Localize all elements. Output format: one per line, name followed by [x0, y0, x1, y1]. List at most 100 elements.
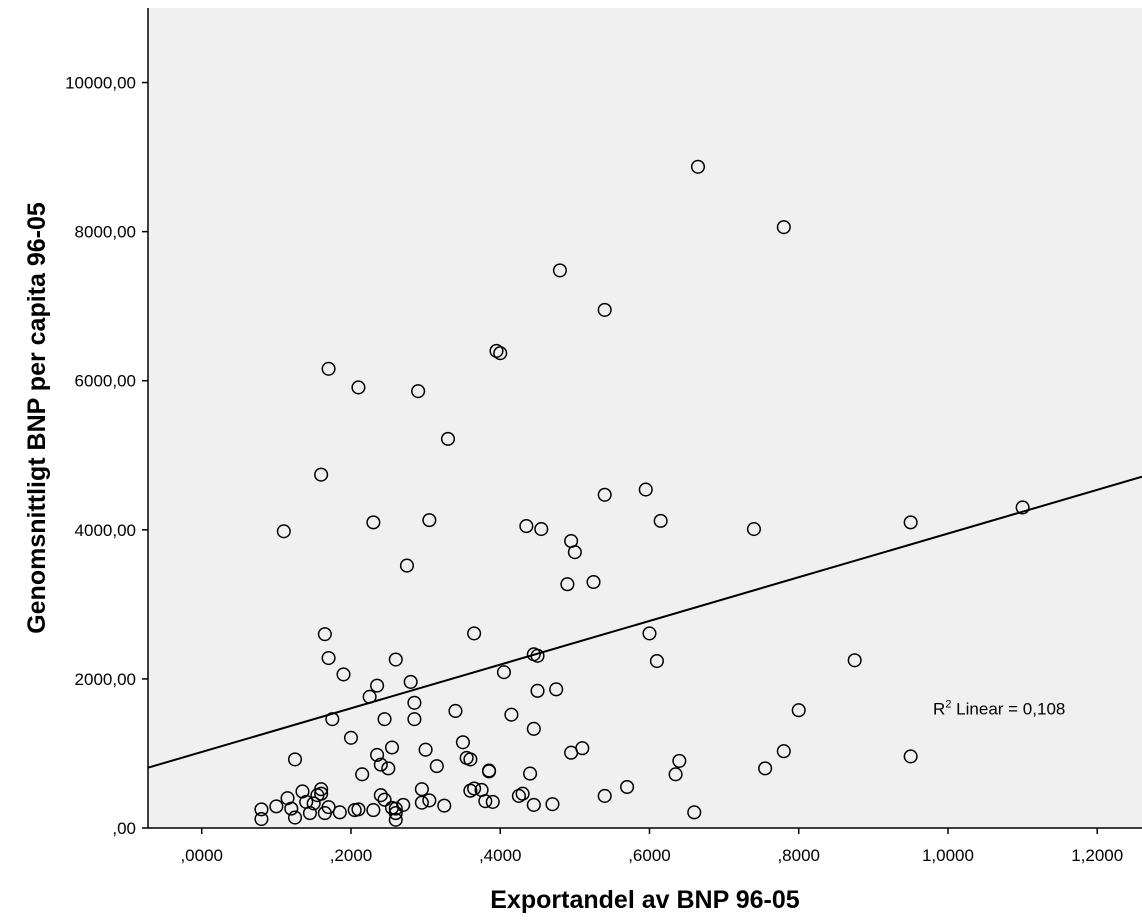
data-point [254, 802, 269, 817]
data-point [287, 752, 303, 767]
data-point [552, 263, 567, 278]
data-point [276, 524, 291, 539]
data-point [687, 805, 702, 820]
data-point [418, 742, 433, 757]
data-point [649, 653, 664, 669]
x-tick-label: 1,0000 [922, 846, 974, 865]
data-point [560, 577, 575, 592]
data-point [284, 801, 299, 816]
data-point [567, 545, 582, 560]
data-point [388, 806, 403, 821]
data-point [314, 782, 329, 797]
data-point [672, 753, 687, 768]
x-axis-title: Exportandel av BNP 96-05 [490, 886, 799, 914]
data-point [362, 689, 377, 704]
y-tick-label: 8000,00 [75, 223, 136, 242]
data-point [545, 797, 560, 812]
data-point [407, 695, 422, 710]
data-point [448, 703, 463, 719]
x-tick-label: ,8000 [777, 846, 820, 865]
data-point [325, 712, 340, 727]
x-axis-ticks: ,0000 ,2000 ,4000 ,6000 ,8000 1,0000 1,2000 [180, 828, 1123, 865]
data-point [530, 648, 545, 663]
data-point [343, 730, 359, 745]
data-point [489, 343, 504, 358]
data-point [321, 650, 336, 666]
r-squared-annotation: R2 Linear = 0,108 [933, 699, 1065, 719]
data-point [336, 667, 351, 682]
data-point [414, 782, 429, 797]
data-point [366, 515, 381, 530]
data-point [746, 522, 762, 537]
data-point [620, 779, 635, 795]
data-point [355, 767, 370, 782]
data-point [549, 682, 564, 697]
x-tick-label: ,6000 [628, 846, 671, 865]
data-point [381, 761, 396, 776]
data-points [254, 159, 1030, 827]
data-point [351, 802, 366, 817]
data-point [467, 781, 482, 796]
data-point [411, 384, 426, 399]
data-point [388, 801, 403, 816]
data-point [478, 794, 493, 809]
data-point [269, 799, 284, 814]
data-point [373, 757, 388, 772]
y-tick-label: 4000,00 [75, 521, 136, 540]
data-point [254, 812, 269, 827]
data-point [403, 674, 418, 689]
data-point [597, 487, 612, 502]
data-point [370, 747, 385, 762]
data-point [575, 741, 590, 756]
data-point [534, 522, 549, 537]
data-point [407, 712, 422, 727]
data-point [511, 788, 526, 803]
data-point [758, 761, 773, 776]
data-point [903, 749, 918, 764]
data-point [314, 786, 329, 801]
data-point [519, 519, 534, 534]
data-point [373, 788, 388, 803]
y-tick-label: 10000,00 [65, 74, 136, 93]
data-point [366, 803, 381, 818]
data-point [429, 759, 444, 774]
y-tick-label: ,00 [112, 819, 136, 838]
data-point [370, 678, 385, 693]
data-point [523, 766, 538, 781]
data-point [496, 665, 512, 680]
data-point [776, 744, 791, 759]
data-point [437, 798, 452, 813]
data-point [586, 574, 601, 590]
y-tick-label: 6000,00 [75, 372, 136, 391]
data-point [377, 712, 392, 727]
data-point [485, 794, 500, 809]
data-point [455, 735, 470, 750]
data-point [414, 795, 429, 810]
y-axis-title: Genomsnittligt BNP per capita 96-05 [23, 202, 51, 634]
regression-line [147, 475, 1142, 769]
x-tick-label: ,4000 [479, 846, 522, 865]
y-axis-ticks: ,00 2000,00 4000,00 6000,00 8000,00 10000,00 [65, 74, 148, 838]
data-point [377, 792, 392, 807]
data-point [903, 515, 918, 530]
data-point [388, 812, 403, 827]
data-point [384, 740, 400, 755]
data-point [668, 767, 683, 782]
data-point [493, 346, 508, 361]
data-point [351, 380, 366, 395]
data-point [638, 482, 653, 497]
data-point [776, 220, 791, 235]
data-point [306, 796, 321, 811]
data-point [526, 797, 541, 812]
x-tick-label: ,0000 [180, 846, 223, 865]
y-tick-label: 2000,00 [75, 670, 136, 689]
data-point [332, 805, 347, 820]
data-point [515, 786, 530, 801]
data-point [690, 159, 706, 174]
data-point [504, 707, 519, 722]
data-point [530, 683, 545, 698]
data-point [653, 513, 668, 528]
data-point [422, 793, 437, 808]
data-point [526, 721, 541, 736]
